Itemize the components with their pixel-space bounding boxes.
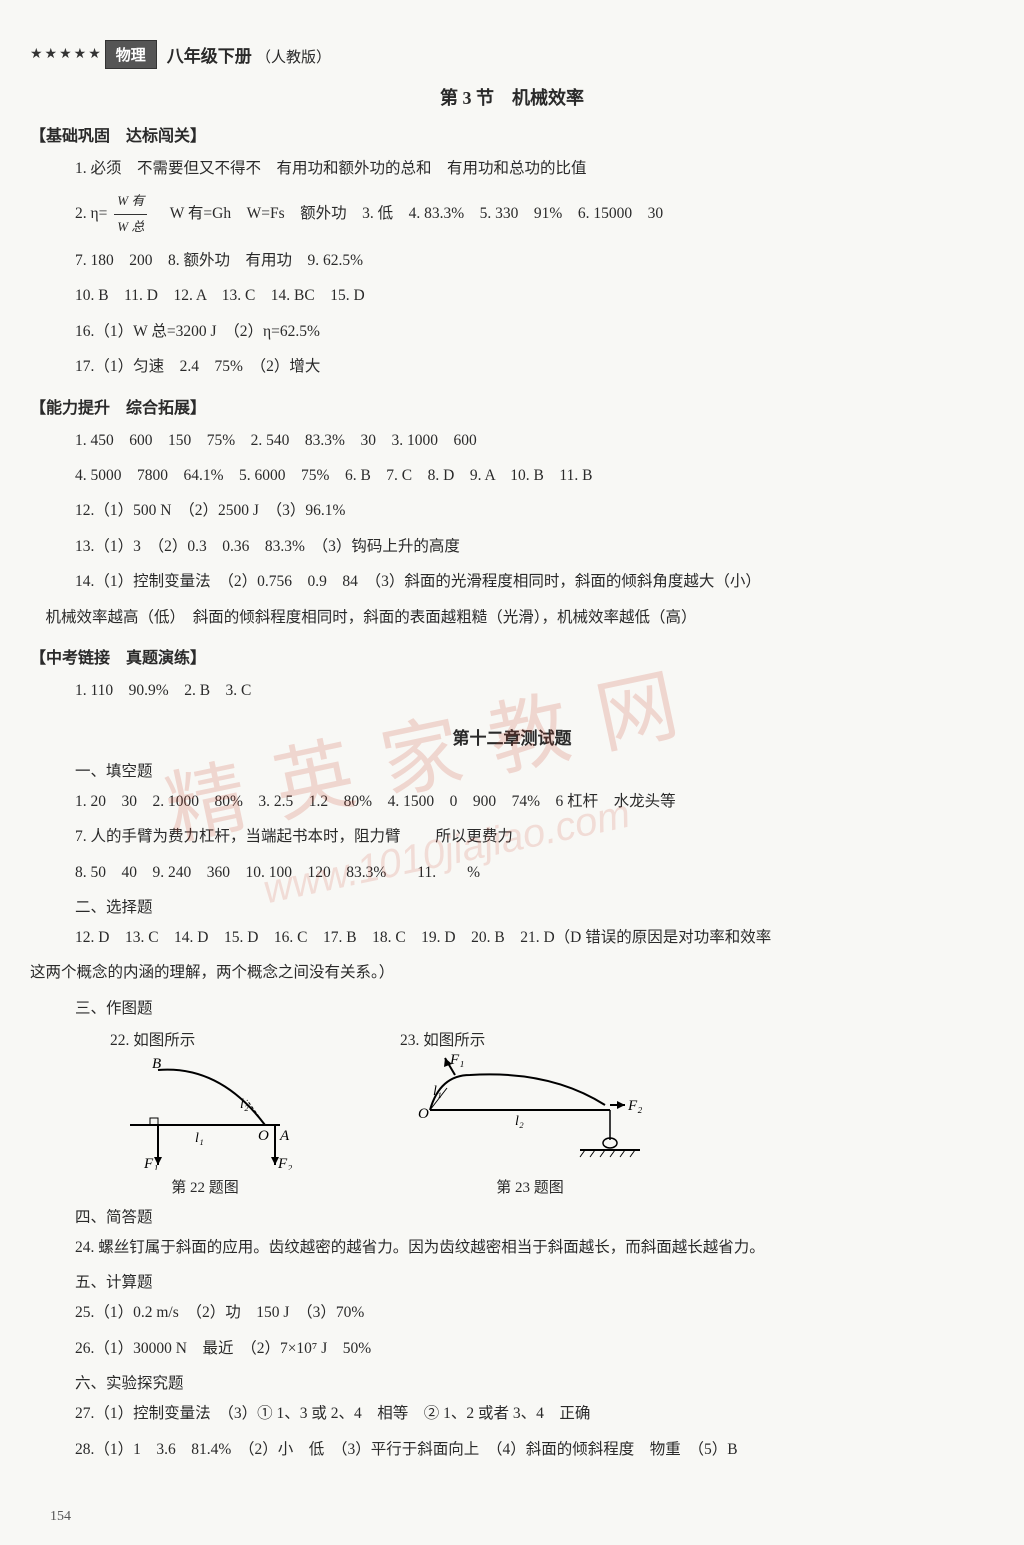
answer-line: 24. 螺丝钉属于斜面的应用。齿纹越密的越省力。因为齿纹越密相当于斜面越长，而斜… bbox=[75, 1233, 994, 1262]
fig22-O: O bbox=[258, 1128, 269, 1144]
answer-line: 27.（1）控制变量法 （3）① 1、3 或 2、4 相等 ② 1、2 或者 3… bbox=[75, 1399, 994, 1428]
stars-decoration: ★★★★★ bbox=[30, 46, 103, 63]
fig22-A: A bbox=[279, 1128, 290, 1144]
page-header: ★★★★★ 物理 八年级下册 （人教版） bbox=[30, 40, 994, 69]
answer-line: 12.（1）500 N （2）2500 J （3）96.1% bbox=[75, 496, 994, 525]
answer-line: 28.（1）1 3.6 81.4% （2）小 低 （3）平行于斜面向上 （4）斜… bbox=[75, 1435, 994, 1464]
figures-row: 22. 如图所示 B O A F₁ F₂ l₁ l₂ 第 22 题图 23. 如… bbox=[110, 1028, 994, 1197]
answer-line: 25.（1）0.2 m/s （2）功 150 J （3）70% bbox=[75, 1298, 994, 1327]
drawing-heading: 三、作图题 bbox=[75, 996, 994, 1018]
figure-22-svg: B O A F₁ F₂ l₁ l₂ bbox=[110, 1050, 300, 1170]
answer-line: 7. 人的手臂为费力杠杆，当端起书本时，阻力臂 所以更费力 bbox=[75, 822, 994, 851]
answer-line: 1. 必须 不需要但又不得不 有用功和额外功的总和 有用功和总功的比值 bbox=[75, 154, 994, 183]
grade-info: 八年级下册 （人教版） bbox=[167, 42, 331, 67]
experiment-heading: 六、实验探究题 bbox=[75, 1371, 994, 1393]
answer-line: 26.（1）30000 N 最近 （2）7×10⁷ J 50% bbox=[75, 1334, 994, 1363]
fig22-caption: 第 22 题图 bbox=[110, 1176, 300, 1197]
answer-line: 机械效率越高（低） 斜面的倾斜程度相同时，斜面的表面越粗糙（光滑），机械效率越低… bbox=[30, 603, 994, 632]
answer-line: 8. 50 40 9. 240 360 10. 100 120 83.3% 11… bbox=[75, 858, 994, 887]
fig22-label: 22. 如图所示 bbox=[110, 1028, 300, 1050]
answer-line: 4. 5000 7800 64.1% 5. 6000 75% 6. B 7. C… bbox=[75, 461, 994, 490]
answer-line: 1. 450 600 150 75% 2. 540 83.3% 30 3. 10… bbox=[75, 426, 994, 455]
answer-line: 这两个概念的内涵的理解，两个概念之间没有关系。） bbox=[30, 958, 994, 987]
chapter-test-heading: 第十二章测试题 bbox=[30, 724, 994, 749]
fig23-label: 23. 如图所示 bbox=[400, 1028, 660, 1050]
group-ability-title: 【能力提升 综合拓展】 bbox=[30, 394, 994, 418]
answer-line: 1. 110 90.9% 2. B 3. C bbox=[75, 676, 994, 705]
fraction-num: W 有 bbox=[114, 189, 147, 215]
group-basic-title: 【基础巩固 达标闯关】 bbox=[30, 122, 994, 146]
fig22-B: B bbox=[152, 1056, 161, 1072]
fig23-F1: F₁ bbox=[449, 1052, 464, 1068]
fraction: W 有 W 总 bbox=[114, 189, 147, 239]
subject-badge: 物理 bbox=[105, 40, 157, 69]
figure-23-svg: O F₁ F₂ l₁ l₂ bbox=[400, 1050, 660, 1170]
answer-line: 12. D 13. C 14. D 15. D 16. C 17. B 18. … bbox=[75, 923, 994, 952]
short-answer-heading: 四、简答题 bbox=[75, 1205, 994, 1227]
grade-text: 八年级下册 bbox=[167, 47, 252, 66]
fig23-O: O bbox=[418, 1106, 429, 1122]
answer-line: 14.（1）控制变量法 （2）0.756 0.9 84 （3）斜面的光滑程度相同… bbox=[75, 567, 994, 596]
fraction-den: W 总 bbox=[114, 215, 147, 240]
fig22-F2: F₂ bbox=[277, 1156, 292, 1170]
answer-line: 16.（1）W 总=3200 J （2）η=62.5% bbox=[75, 317, 994, 346]
fill-blank-heading: 一、填空题 bbox=[75, 759, 994, 781]
fig23-caption: 第 23 题图 bbox=[400, 1176, 660, 1197]
answer-line: 7. 180 200 8. 额外功 有用功 9. 62.5% bbox=[75, 246, 994, 275]
figure-22-block: 22. 如图所示 B O A F₁ F₂ l₁ l₂ 第 22 题图 bbox=[110, 1028, 300, 1197]
figure-23-block: 23. 如图所示 O F₁ F₂ l₁ l₂ 第 23 题图 bbox=[400, 1028, 660, 1197]
section-title: 第 3 节 机械效率 bbox=[30, 84, 994, 110]
answer-line: 10. B 11. D 12. A 13. C 14. BC 15. D bbox=[75, 281, 994, 310]
fig23-l1: l₁ bbox=[433, 1084, 442, 1099]
answer-line-formula: 2. η= W 有 W 总 W 有=Gh W=Fs 额外功 3. 低 4. 83… bbox=[75, 189, 994, 239]
page-number: 154 bbox=[50, 1509, 71, 1525]
fig22-l2: l₂ bbox=[240, 1097, 249, 1112]
group-exam-title: 【中考链接 真题演练】 bbox=[30, 644, 994, 668]
formula-prefix: 2. η= bbox=[75, 205, 107, 222]
formula-rest: W 有=Gh W=Fs 额外功 3. 低 4. 83.3% 5. 330 91%… bbox=[154, 205, 663, 222]
fig22-F1: F₁ bbox=[143, 1156, 158, 1170]
calc-heading: 五、计算题 bbox=[75, 1270, 994, 1292]
answer-line: 17.（1）匀速 2.4 75% （2）增大 bbox=[75, 352, 994, 381]
choice-heading: 二、选择题 bbox=[75, 895, 994, 917]
fig23-l2: l₂ bbox=[515, 1114, 524, 1129]
edition-text: （人教版） bbox=[256, 50, 331, 66]
fig22-l1: l₁ bbox=[195, 1131, 204, 1146]
answer-line: 13.（1）3 （2）0.3 0.36 83.3% （3）钩码上升的高度 bbox=[75, 532, 994, 561]
fig23-F2: F₂ bbox=[627, 1098, 642, 1114]
answer-line: 1. 20 30 2. 1000 80% 3. 2.5 1.2 80% 4. 1… bbox=[75, 787, 994, 816]
